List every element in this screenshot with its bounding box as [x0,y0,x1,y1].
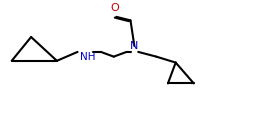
Text: O: O [111,3,119,13]
Text: N: N [130,41,139,51]
Text: NH: NH [80,52,96,62]
